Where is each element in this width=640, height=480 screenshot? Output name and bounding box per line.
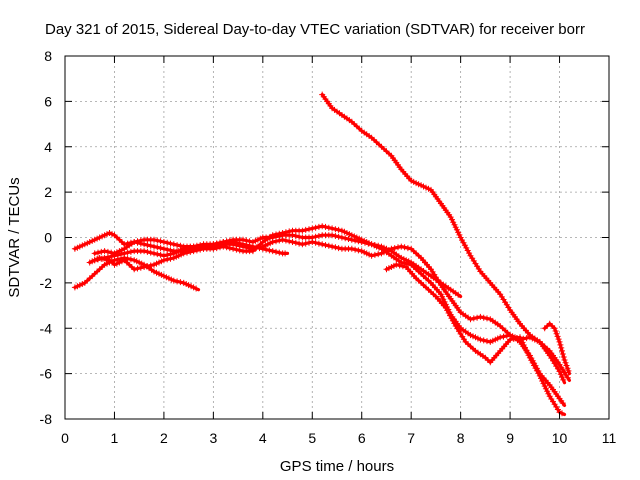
- series-arc-d: [91, 223, 567, 407]
- series-markers: [86, 236, 567, 383]
- series-markers: [91, 223, 566, 407]
- series-markers: [541, 320, 572, 374]
- x-tick-label: 1: [111, 430, 119, 446]
- x-tick-label: 3: [209, 430, 217, 446]
- x-tick-label: 11: [602, 430, 617, 446]
- y-tick-label: 0: [44, 230, 52, 246]
- axis-ticks: 0 1 2 3 4 5 6 7 8 9 10 11 -8 -6 -4 -2 0 2 4 6 8: [40, 48, 617, 446]
- y-tick-label: -2: [40, 275, 53, 291]
- x-tick-label: 2: [160, 430, 168, 446]
- x-tick-label: 8: [457, 430, 465, 446]
- x-tick-label: 9: [506, 430, 514, 446]
- series-arc-h: [541, 320, 572, 376]
- y-tick-label: -8: [40, 411, 53, 427]
- y-axis-label: SDTVAR / TECUs: [6, 177, 23, 297]
- series-arc-g: [319, 91, 571, 382]
- y-tick-label: 6: [44, 93, 52, 109]
- y-tick-label: 4: [44, 139, 52, 155]
- series-markers: [383, 261, 565, 417]
- x-tick-label: 5: [308, 430, 316, 446]
- series-markers: [91, 232, 462, 298]
- y-tick-label: 2: [44, 184, 52, 200]
- series-arc-f: [383, 261, 567, 417]
- chart-title: Day 321 of 2015, Sidereal Day-to-day VTE…: [45, 21, 585, 38]
- series-trace: [93, 224, 567, 407]
- x-tick-label: 7: [407, 430, 415, 446]
- x-tick-label: 4: [259, 430, 267, 446]
- series-arc-e: [91, 232, 463, 299]
- series-arc-b: [86, 236, 567, 385]
- y-tick-label: -4: [40, 320, 53, 336]
- y-tick-label: 8: [44, 48, 52, 64]
- series-markers: [319, 91, 571, 381]
- y-tick-label: -6: [40, 366, 53, 382]
- x-axis-label: GPS time / hours: [280, 458, 394, 475]
- x-tick-label: 6: [358, 430, 366, 446]
- x-tick-label: 10: [552, 430, 568, 446]
- data-points: [71, 91, 572, 417]
- x-tick-label: 0: [61, 430, 69, 446]
